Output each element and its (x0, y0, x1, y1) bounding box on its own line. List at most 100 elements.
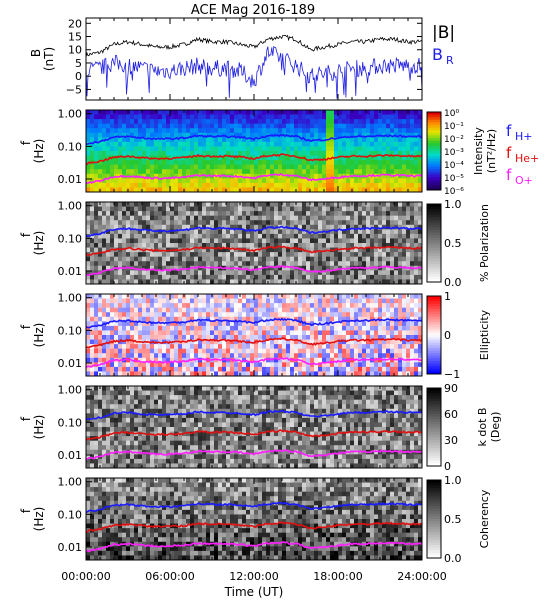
heatmap-cell (150, 348, 155, 354)
heatmap-cell (90, 458, 95, 464)
heatmap-cell (254, 348, 259, 354)
heatmap-cell (158, 164, 163, 170)
heatmap-cell (114, 353, 119, 359)
heatmap-cell (226, 220, 231, 226)
heatmap-cell (110, 436, 115, 442)
heatmap-cell (406, 123, 411, 129)
heatmap-cell (126, 395, 131, 401)
heatmap-cell (262, 206, 267, 212)
heatmap-cell (122, 440, 127, 446)
heatmap-cell (394, 321, 399, 327)
heatmap-cell (370, 151, 375, 156)
heatmap-cell (246, 110, 251, 115)
legend-B-R: B (432, 45, 443, 64)
heatmap-cell (342, 252, 347, 258)
heatmap-cell (378, 316, 383, 322)
heatmap-cell (90, 206, 95, 212)
colorbar-segment (427, 274, 441, 278)
heatmap-cell (182, 155, 187, 161)
heatmap-cell (338, 114, 343, 120)
heatmap-cell (402, 155, 407, 161)
heatmap-cell (226, 353, 231, 359)
heatmap-cell (118, 169, 123, 175)
heatmap-cell (186, 279, 191, 285)
heatmap-cell (410, 335, 415, 340)
heatmap-cell (258, 307, 263, 313)
heatmap-cell (106, 169, 111, 175)
heatmap-cell (322, 220, 327, 226)
heatmap-cell (230, 371, 235, 377)
heatmap-cell (410, 164, 415, 170)
heatmap-cell (358, 366, 363, 372)
heatmap-cell (374, 137, 379, 143)
heatmap-cell (298, 238, 303, 244)
heatmap-cell (142, 404, 147, 410)
heatmap-cell (382, 141, 387, 147)
heatmap-cell (322, 211, 327, 217)
heatmap-cell (86, 404, 91, 410)
heatmap-cell (126, 137, 131, 143)
heatmap-cell (126, 390, 131, 396)
heatmap-cell (286, 371, 291, 377)
heatmap-cell (146, 238, 151, 244)
heatmap-cell (382, 215, 387, 221)
colorbar-segment (427, 153, 441, 157)
heatmap-cell (306, 261, 311, 267)
heatmap-cell (398, 146, 403, 152)
heatmap-cell (402, 252, 407, 258)
heatmap-cell (186, 160, 191, 166)
heatmap-cell (126, 413, 131, 419)
heatmap-cell (322, 206, 327, 212)
heatmap-cell (354, 344, 359, 350)
heatmap-cell (206, 123, 211, 129)
colorbar-segment (427, 206, 441, 210)
heatmap-cell (358, 247, 363, 253)
heatmap-cell (134, 151, 139, 156)
heatmap-cell (402, 247, 407, 253)
heatmap-cell (414, 215, 419, 221)
heatmap-cell (154, 357, 159, 363)
heatmap-cell (106, 261, 111, 267)
heatmap-cell (138, 325, 143, 331)
heatmap-cell (190, 316, 195, 322)
heatmap-cell (394, 252, 399, 258)
heatmap-cell (166, 357, 171, 363)
heatmap-cell (122, 132, 127, 138)
heatmap-cell (314, 123, 319, 129)
heatmap-cell (330, 366, 335, 372)
heatmap-cell (310, 211, 315, 217)
heatmap-cell (254, 220, 259, 226)
heatmap-cell (242, 173, 247, 179)
heatmap-cell (310, 187, 315, 193)
heatmap-cell (258, 202, 263, 207)
heatmap-cell (190, 371, 195, 377)
heatmap-cell (350, 182, 355, 188)
heatmap-cell (302, 265, 307, 271)
heatmap-cell (254, 206, 259, 212)
heatmap-cell (150, 206, 155, 212)
heatmap-cell (198, 123, 203, 129)
heatmap-cell (138, 395, 143, 401)
heatmap-cell (406, 229, 411, 235)
heatmap-cell (222, 303, 227, 309)
heatmap-cell (138, 164, 143, 170)
heatmap-cell (334, 335, 339, 340)
heatmap-cell (146, 357, 151, 363)
heatmap-cell (162, 119, 167, 125)
heatmap-cell (382, 151, 387, 156)
heatmap-cell (378, 307, 383, 313)
heatmap-cell (302, 169, 307, 175)
heatmap-cell (102, 404, 107, 410)
heatmap-cell (214, 344, 219, 350)
heatmap-cell (334, 187, 339, 193)
heatmap-cell (350, 265, 355, 271)
heatmap-cell (342, 335, 347, 340)
heatmap-cell (250, 294, 255, 299)
heatmap-cell (174, 202, 179, 207)
heatmap-cell (290, 307, 295, 313)
heatmap-cell (194, 178, 199, 184)
heatmap-cell (86, 247, 91, 253)
heatmap-cell (142, 119, 147, 125)
heatmap-cell (262, 202, 267, 207)
